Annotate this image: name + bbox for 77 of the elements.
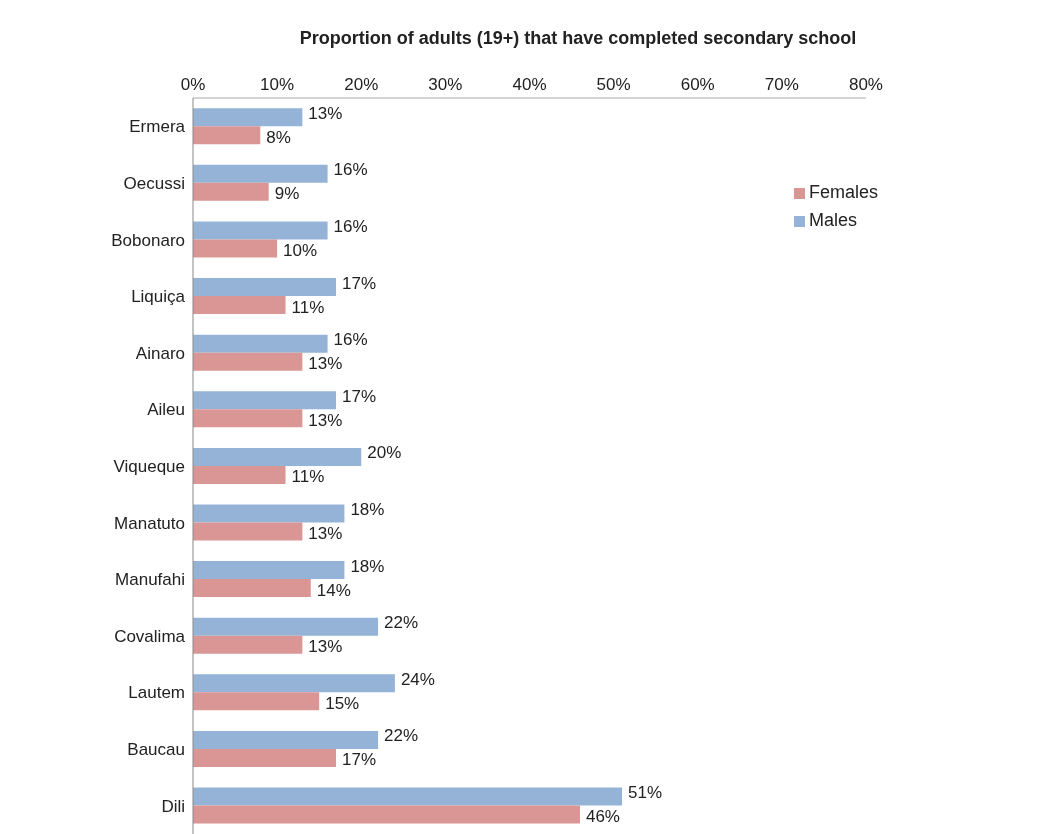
data-label: 20% bbox=[367, 443, 402, 463]
data-label: 22% bbox=[384, 726, 419, 746]
y-tick-label: Ainaro bbox=[135, 343, 185, 363]
bar bbox=[193, 239, 278, 258]
bar bbox=[193, 748, 337, 767]
data-label: 17% bbox=[342, 750, 377, 770]
bar bbox=[193, 617, 379, 636]
bar bbox=[193, 409, 303, 428]
bar bbox=[193, 805, 580, 824]
bar bbox=[193, 674, 395, 693]
bar bbox=[193, 504, 345, 523]
data-label: 15% bbox=[325, 693, 360, 713]
x-tick-label: 40% bbox=[512, 75, 547, 94]
x-tick-label: 30% bbox=[428, 75, 463, 94]
bar bbox=[193, 730, 379, 749]
bar bbox=[193, 391, 337, 410]
chart-title: Proportion of adults (19+) that have completed secondary school bbox=[298, 28, 858, 49]
data-label: 14% bbox=[316, 580, 351, 600]
data-label: 18% bbox=[350, 499, 385, 519]
data-label: 24% bbox=[400, 669, 435, 689]
y-tick-label: Baucau bbox=[127, 740, 185, 760]
x-tick-label: 70% bbox=[764, 75, 799, 94]
bar bbox=[193, 465, 286, 484]
bar bbox=[193, 579, 311, 598]
bar bbox=[193, 182, 269, 201]
data-label: 17% bbox=[342, 273, 377, 293]
data-label: 13% bbox=[308, 523, 343, 543]
bar bbox=[193, 447, 362, 466]
x-tick-label: 20% bbox=[344, 75, 379, 94]
data-label: 46% bbox=[585, 807, 620, 827]
y-tick-label: Lautem bbox=[128, 683, 185, 703]
bar bbox=[193, 108, 303, 127]
data-label: 9% bbox=[274, 184, 300, 204]
y-tick-label: Aileu bbox=[147, 400, 185, 420]
bar bbox=[193, 221, 328, 240]
data-label: 13% bbox=[308, 637, 343, 657]
y-tick-label: Dili bbox=[161, 796, 185, 816]
data-label: 11% bbox=[291, 467, 325, 487]
x-tick-label: 80% bbox=[848, 75, 883, 94]
data-label: 16% bbox=[333, 330, 368, 350]
data-label: 10% bbox=[283, 240, 318, 260]
data-label: 22% bbox=[384, 613, 419, 633]
bar bbox=[193, 334, 328, 353]
bar bbox=[193, 164, 328, 183]
y-tick-label: Ermera bbox=[129, 117, 186, 137]
bar bbox=[193, 635, 303, 654]
x-tick-label: 0% bbox=[180, 75, 206, 94]
data-label: 13% bbox=[308, 103, 343, 123]
bar bbox=[193, 692, 320, 711]
y-tick-label: Viqueque bbox=[113, 457, 185, 477]
legend-label: Males bbox=[808, 210, 857, 230]
data-label: 51% bbox=[628, 783, 663, 803]
bar bbox=[193, 126, 261, 145]
y-tick-label: Oecussi bbox=[123, 173, 185, 193]
y-tick-label: Liquiça bbox=[131, 287, 186, 307]
y-tick-label: Bobonaro bbox=[111, 230, 185, 250]
x-tick-label: 50% bbox=[596, 75, 631, 94]
y-tick-label: Manatuto bbox=[114, 513, 185, 533]
bar bbox=[193, 787, 623, 806]
legend-label: Females bbox=[808, 182, 878, 202]
bar bbox=[193, 522, 303, 541]
bar bbox=[193, 296, 286, 315]
x-tick-label: 10% bbox=[260, 75, 295, 94]
bar bbox=[193, 352, 303, 371]
data-label: 8% bbox=[266, 127, 291, 147]
y-tick-label: Covalima bbox=[114, 626, 186, 646]
bar bbox=[193, 278, 337, 297]
bar bbox=[193, 561, 345, 580]
data-label: 11% bbox=[291, 297, 325, 317]
data-label: 18% bbox=[350, 556, 385, 576]
y-tick-label: Manufahi bbox=[115, 570, 185, 590]
data-label: 17% bbox=[342, 386, 377, 406]
data-label: 16% bbox=[333, 160, 368, 180]
data-label: 16% bbox=[333, 216, 368, 236]
data-label: 13% bbox=[308, 354, 343, 374]
data-label: 13% bbox=[308, 410, 343, 430]
x-tick-label: 60% bbox=[680, 75, 715, 94]
